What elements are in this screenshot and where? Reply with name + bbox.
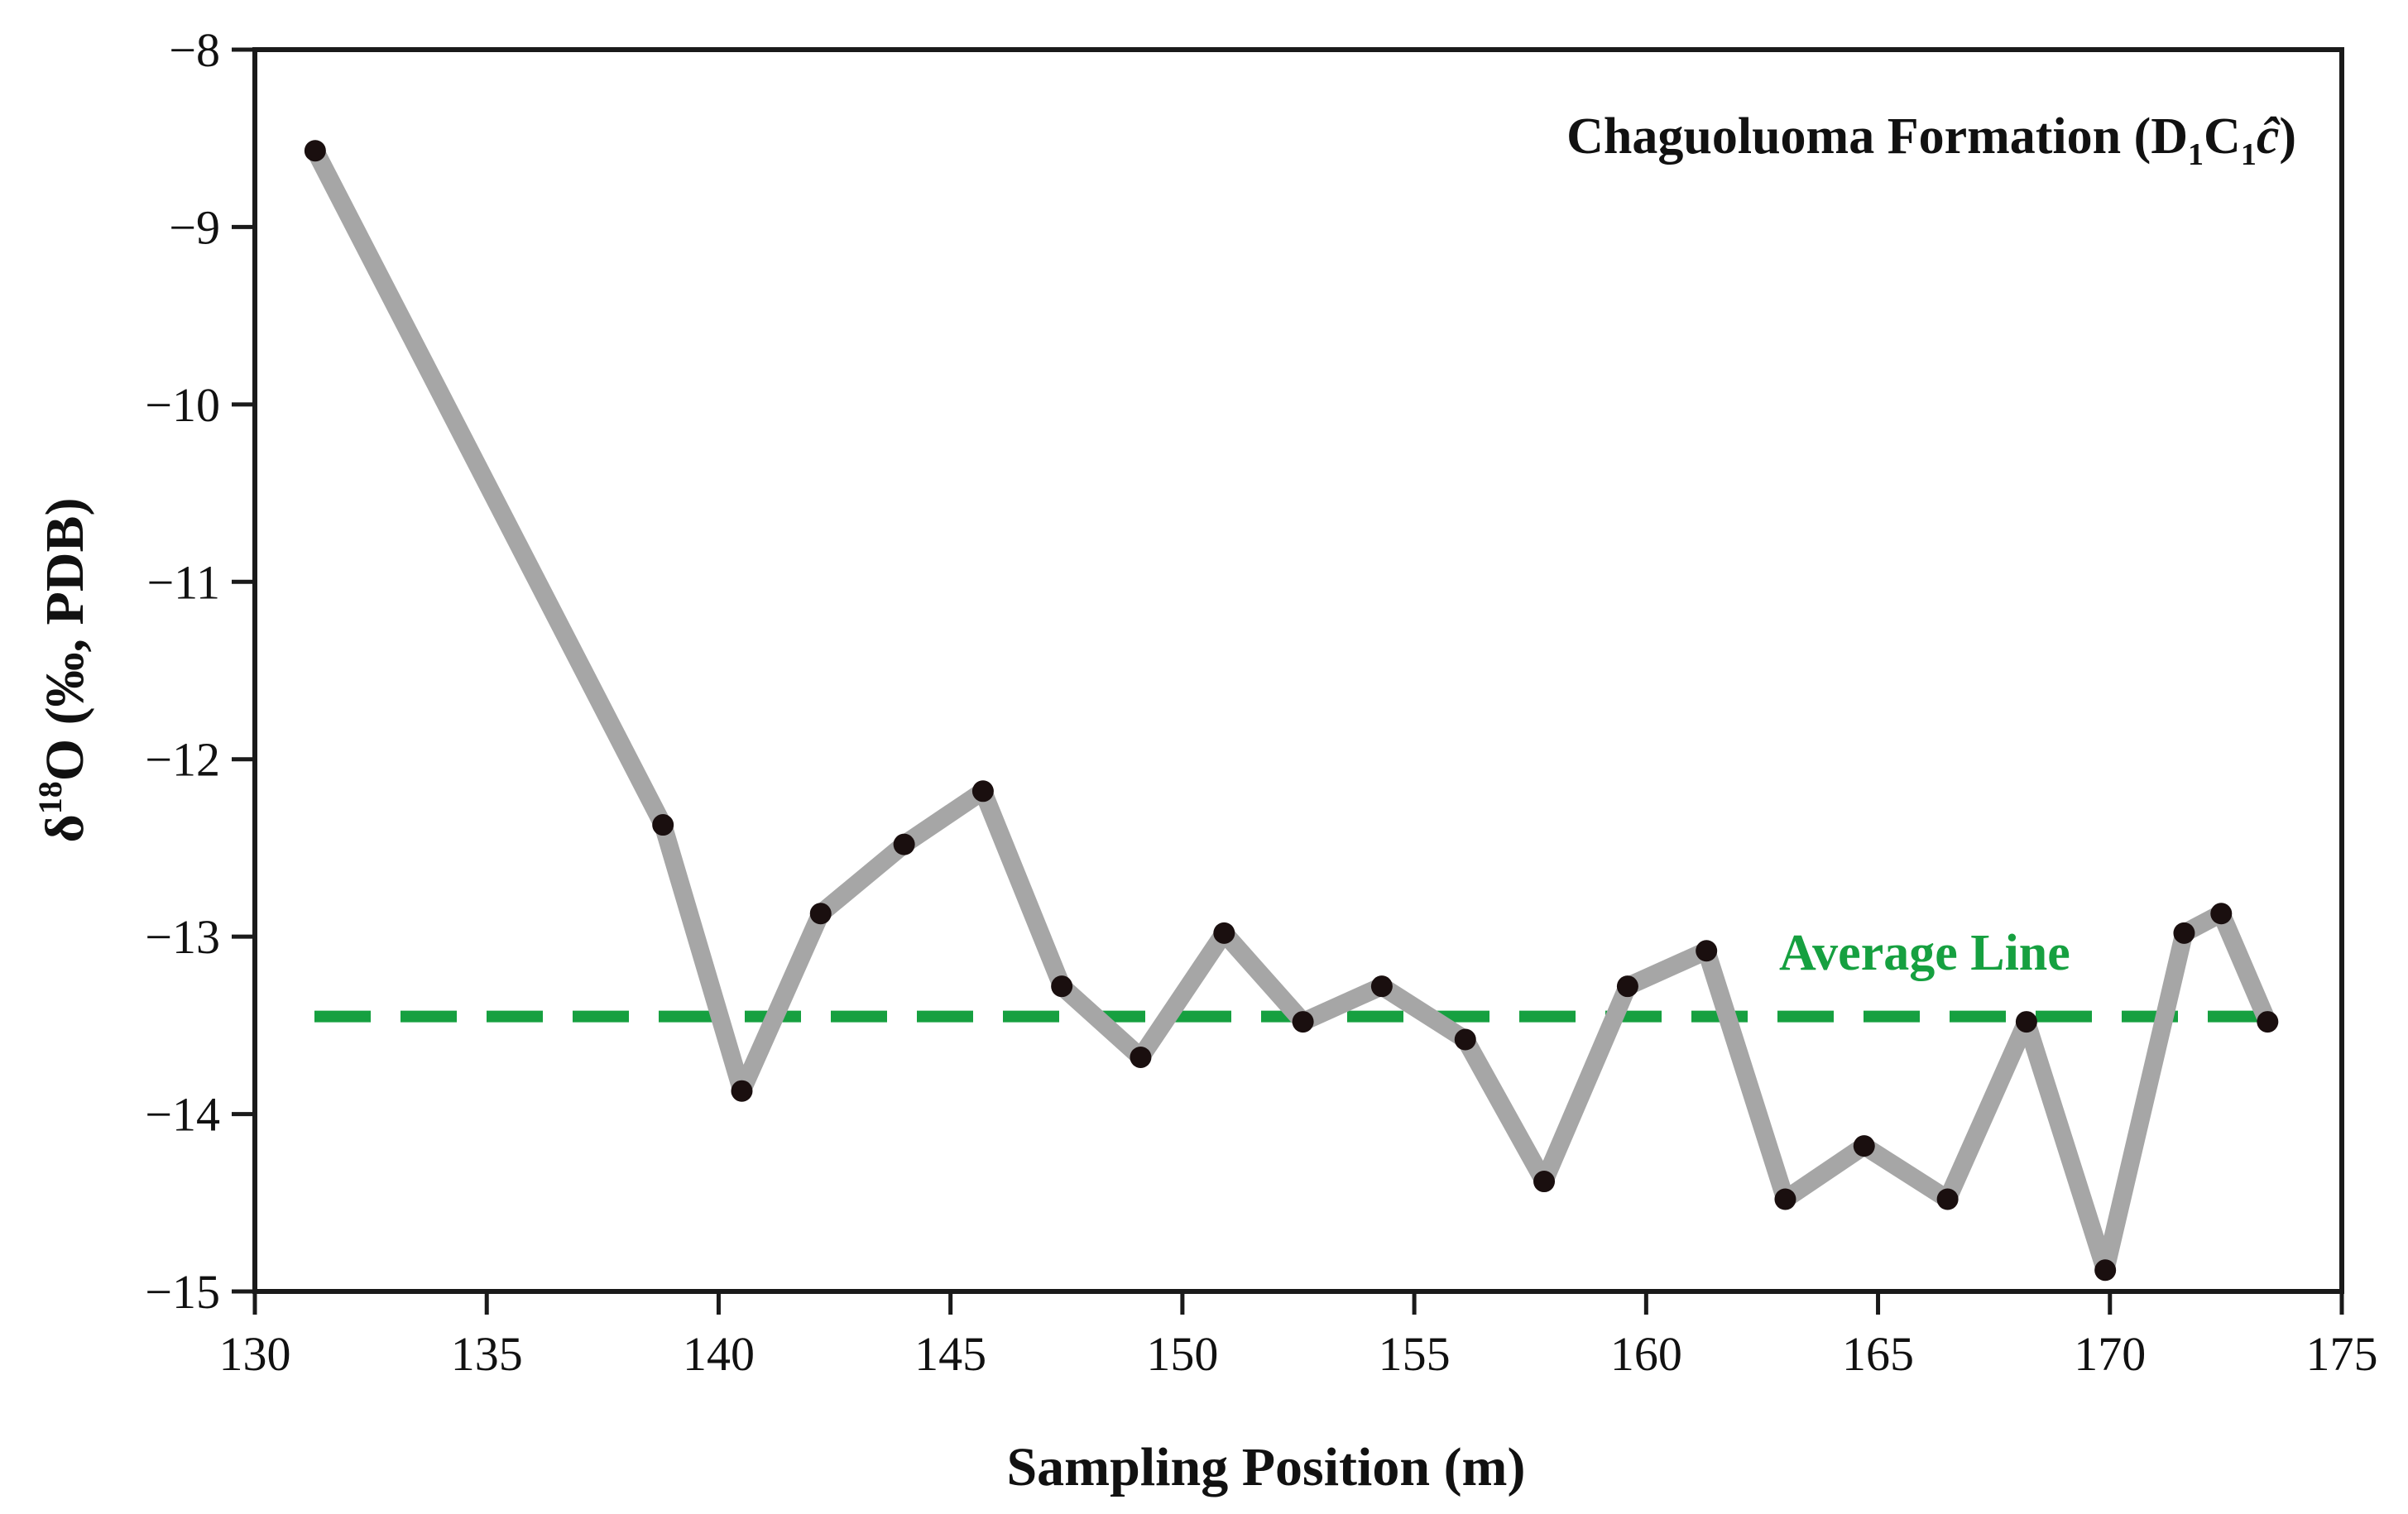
- x-tick-label: 175: [2306, 1327, 2378, 1381]
- data-point: [893, 833, 915, 855]
- data-point: [731, 1080, 753, 1102]
- data-point: [1696, 940, 1718, 962]
- x-tick-label: 145: [914, 1327, 986, 1381]
- x-tick-label: 155: [1379, 1327, 1451, 1381]
- x-axis-title: Sampling Position (m): [1006, 1437, 1525, 1497]
- average-line-label: Average Line: [1779, 925, 2070, 981]
- chart-title: Chaguoluoma Formation (D1C1ĉ): [1566, 108, 2296, 172]
- data-point: [652, 814, 674, 836]
- data-point: [1370, 975, 1393, 998]
- data-point: [1936, 1188, 1959, 1210]
- data-point: [1533, 1171, 1556, 1193]
- x-tick-label: 160: [1610, 1327, 1682, 1381]
- x-tick-label: 165: [1842, 1327, 1914, 1381]
- plot-frame: [252, 47, 2344, 1294]
- y-axis-title: δ18O (‰, PDB): [31, 497, 95, 842]
- data-point: [1616, 975, 1638, 998]
- data-point: [809, 903, 832, 925]
- x-tick-label: 135: [451, 1327, 523, 1381]
- y-tick-label: −15: [145, 1265, 220, 1319]
- y-tick-label: −8: [169, 23, 220, 77]
- y-tick-label: −9: [169, 200, 220, 254]
- data-point: [1454, 1028, 1476, 1051]
- x-tick-label: 170: [2074, 1327, 2146, 1381]
- y-tick-label: −10: [145, 378, 220, 432]
- y-tick-label: −12: [145, 733, 220, 787]
- data-point: [1774, 1188, 1796, 1210]
- series-line: [305, 141, 2277, 1280]
- data-point: [2015, 1011, 2037, 1033]
- x-axis: 130 135 140 145 150 155 160 165 170 175: [219, 1291, 2378, 1381]
- data-point: [1130, 1046, 1152, 1068]
- y-tick-label: −13: [145, 910, 220, 964]
- data-point: [1051, 975, 1073, 998]
- data-point: [2257, 1011, 2279, 1033]
- y-axis: −8 −9 −10 −11 −12 −13 −14 −15: [145, 23, 255, 1319]
- y-tick-label: −11: [146, 555, 220, 609]
- series-points: [304, 140, 2279, 1282]
- data-point: [971, 780, 994, 803]
- data-point: [1213, 922, 1235, 944]
- data-point: [304, 140, 326, 162]
- y-tick-label: −14: [145, 1088, 220, 1142]
- data-point: [1853, 1135, 1875, 1157]
- x-tick-label: 140: [683, 1327, 755, 1381]
- x-tick-label: 130: [219, 1327, 291, 1381]
- data-point: [2173, 922, 2195, 944]
- data-point: [1292, 1011, 1314, 1033]
- data-point: [2210, 903, 2233, 925]
- x-tick-label: 150: [1146, 1327, 1218, 1381]
- data-point: [2094, 1259, 2117, 1282]
